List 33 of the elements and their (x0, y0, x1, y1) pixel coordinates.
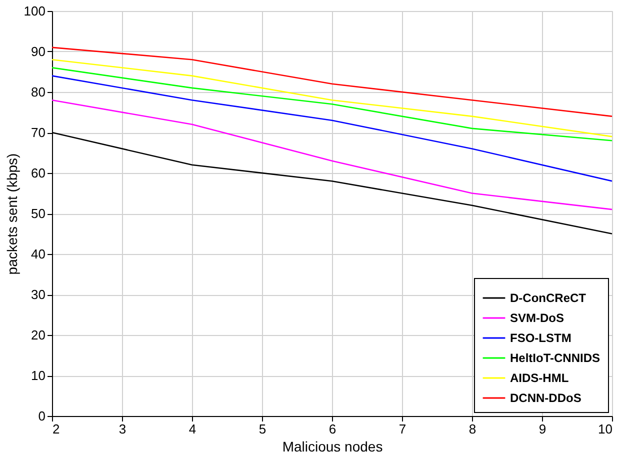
x-tick-label: 8 (468, 422, 476, 436)
legend-label: SVM-DoS (510, 311, 564, 325)
x-tick-label: 3 (118, 422, 126, 436)
line-series (52, 46, 612, 117)
y-tick-label: 50 (31, 206, 46, 221)
y-tick-label: 20 (31, 328, 46, 342)
legend-label: D-ConCReCT (510, 291, 587, 305)
y-tick-label: 80 (31, 84, 46, 100)
x-axis-title: Malicious nodes (282, 438, 383, 454)
line-series (52, 75, 612, 182)
legend-label: AIDS-HML (510, 371, 569, 385)
legend-label: HeltIoT-CNNIDS (510, 351, 600, 365)
y-tick-label: 100 (24, 4, 46, 18)
legend-label: DCNN-DDoS (510, 391, 582, 405)
y-tick-label: 90 (31, 44, 46, 59)
line-series (52, 58, 612, 138)
line-series (52, 99, 612, 210)
y-tick-label: 40 (31, 246, 46, 262)
y-axis-title: packets sent (kbps) (4, 153, 20, 275)
y-tick-label: 70 (31, 125, 46, 140)
y-tick-label: 60 (31, 166, 46, 180)
x-tick-label: 2 (52, 422, 60, 436)
x-tick-label: 9 (538, 422, 546, 436)
y-tick-label: 0 (38, 408, 46, 424)
x-tick-label: 4 (188, 422, 196, 436)
y-tick-label: 30 (31, 287, 46, 302)
x-tick-label: 10 (598, 422, 612, 436)
y-tick-label: 10 (31, 368, 46, 383)
x-tick-label: 6 (328, 422, 336, 436)
legend-label: FSO-LSTM (510, 331, 572, 345)
x-tick-label: 7 (398, 422, 406, 436)
line-series (52, 67, 612, 142)
x-tick-label: 5 (258, 422, 266, 436)
